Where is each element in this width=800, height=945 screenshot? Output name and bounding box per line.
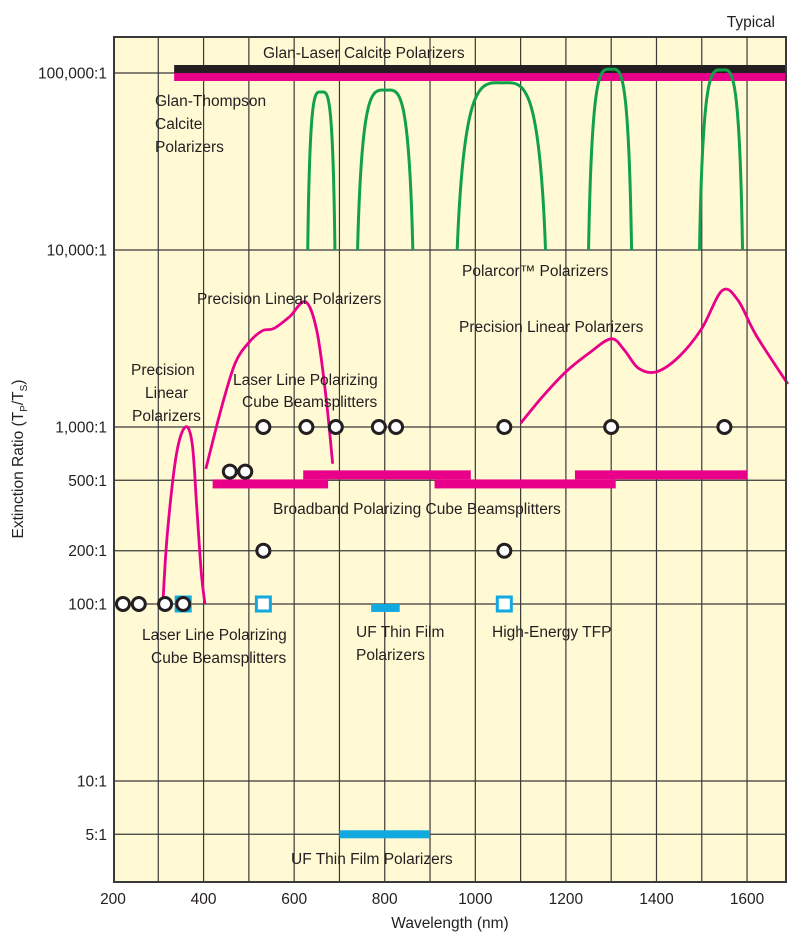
laser-line-marker [716,419,733,435]
uf-thin-film-bar [339,830,431,839]
annotation-label: Precision Linear Polarizers [197,291,382,308]
y-tick-label: 10,000:1 [47,243,107,260]
high-energy-tfp-marker [495,595,513,613]
glan-laser-bar [174,65,787,73]
annotation-label: UF Thin Film [356,624,444,641]
laser-line-marker [175,596,192,612]
y-axis-label-sub-s: S [19,384,30,391]
y-axis-label-mid: /T [10,391,27,405]
annotation-label: Precision [131,362,195,379]
annotation-label: Broadband Polarizing Cube Beamsplitters [273,501,561,518]
annotation-label: Laser Line Polarizing [142,627,287,644]
x-tick-label: 200 [100,891,126,908]
y-tick-label: 1,000:1 [55,420,107,437]
laser-line-marker [370,419,387,435]
data-series [114,65,789,839]
broadband-bar-segment [434,479,616,489]
laser-line-marker [157,596,174,612]
annotation-label: Calcite [155,116,202,133]
y-tick-label: 100:1 [68,597,107,614]
x-tick-label: 1600 [730,891,765,908]
high-energy-tfp-marker [254,595,272,613]
laser-line-marker [255,419,272,435]
x-tick-label: 800 [372,891,398,908]
precision-linear-curve [204,300,335,470]
y-tick-label: 100,000:1 [38,66,107,83]
annotation-label: Polarizers [132,408,201,425]
y-tick-label: 500:1 [68,473,107,490]
y-axis-label-end: ) [10,380,27,385]
laser-line-marker [237,463,254,480]
broadband-bar-segment [303,470,471,480]
y-axis-label-sub-p: P [19,405,30,412]
y-axis-label: Extinction Ratio (TP/TS) [10,380,30,539]
broadband-bar-segment [212,479,329,489]
laser-line-marker [603,419,620,435]
laser-line-marker [221,463,238,480]
laser-line-marker [388,419,405,435]
laser-line-marker [114,596,131,612]
x-tick-label: 1000 [458,891,493,908]
annotation-label: Cube Beamsplitters [151,650,287,667]
annotation-label: Polarizers [356,647,425,664]
annotations: Glan-Laser Calcite Polarizers Glan-Thomps… [131,45,644,868]
laser-line-marker [327,419,344,435]
glan-thompson-bar [174,73,787,81]
plot-background [114,37,786,882]
precision-linear-curve [519,287,789,425]
x-axis-label: Wavelength (nm) [391,915,508,932]
annotation-label: Glan-Thompson [155,93,266,110]
laser-line-marker [130,596,147,612]
x-tick-label: 1400 [639,891,674,908]
y-axis-tick-labels: 100,000:1 10,000:1 1,000:1 500:1 200:1 100:1 1… [38,66,107,844]
uf-thin-film-bar [371,603,400,612]
corner-note: Typical [727,14,775,31]
annotation-label: High-Energy TFP [492,624,611,641]
y-tick-label: 5:1 [85,827,107,844]
annotation-label: Cube Beamsplitters [242,394,378,411]
laser-line-marker [496,542,513,559]
x-tick-label: 600 [281,891,307,908]
precision-linear-curve [161,425,207,605]
laser-line-marker [255,542,272,559]
annotation-label: Glan-Laser Calcite Polarizers [263,45,465,62]
y-tick-label: 200:1 [68,543,107,560]
annotation-label: Laser Line Polarizing [233,372,378,389]
plot-frame [113,36,787,883]
x-tick-label: 1200 [549,891,584,908]
x-tick-label: 400 [191,891,217,908]
y-tick-label: 10:1 [77,774,107,791]
laser-line-marker [298,419,315,435]
annotation-label: UF Thin Film Polarizers [291,851,453,868]
y-axis-label-main: Extinction Ratio (T [10,411,27,538]
polarcor-arc [455,81,548,251]
annotation-label: Linear [145,385,188,402]
polarcor-arc [587,67,634,251]
annotation-label: Precision Linear Polarizers [459,319,644,336]
polarcor-arc [356,88,415,251]
laser-line-marker [496,419,513,435]
broadband-bar-segment [574,470,748,480]
polarcor-arc [698,68,745,251]
annotation-label: Polarcor™ Polarizers [462,263,609,280]
x-axis-tick-labels: 200 400 600 800 1000 1200 1400 1600 [100,891,765,908]
polarcor-arc [306,90,337,251]
annotation-label: Polarizers [155,139,224,156]
